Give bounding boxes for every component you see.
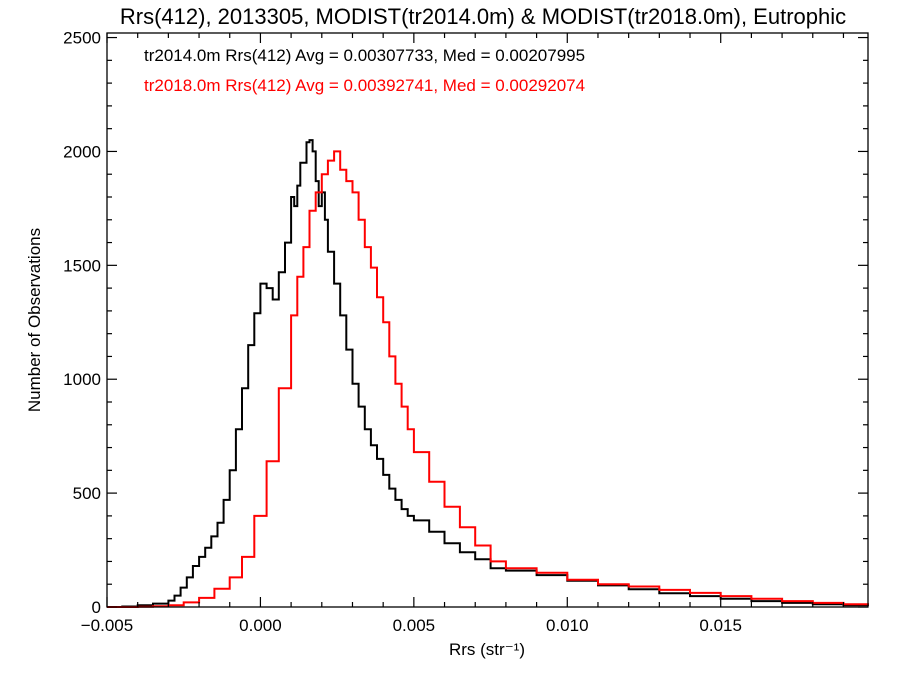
x-tick-label: 0.000 — [239, 616, 282, 635]
y-axis-label: Number of Observations — [25, 228, 44, 412]
series-line-tr2014 — [107, 139, 869, 608]
legend-entry-tr2014: tr2014.0m Rrs(412) Avg = 0.00307733, Med… — [144, 46, 585, 65]
x-axis-label: Rrs (str⁻¹) — [449, 640, 525, 659]
series-line-tr2018 — [107, 150, 869, 608]
x-tick-label: 0.015 — [699, 616, 742, 635]
x-tick-label: 0.010 — [546, 616, 589, 635]
x-tick-label: 0.005 — [393, 616, 436, 635]
x-axis: −0.005 0.000 0.005 0.010 0.015 — [81, 33, 845, 635]
plot-frame — [106, 32, 869, 608]
y-tick-label: 2000 — [63, 142, 101, 161]
legend: tr2014.0m Rrs(412) Avg = 0.00307733, Med… — [144, 46, 585, 95]
y-tick-label: 0 — [92, 598, 101, 617]
y-tick-label: 1500 — [63, 256, 101, 275]
y-tick-label: 1000 — [63, 370, 101, 389]
chart-title: Rrs(412), 2013305, MODIST(tr2014.0m) & M… — [120, 4, 846, 29]
x-tick-label: −0.005 — [81, 616, 133, 635]
plot-area — [107, 139, 869, 608]
y-tick-label: 2500 — [63, 29, 101, 48]
y-axis: 0 500 1000 1500 2000 2500 — [63, 29, 868, 617]
y-tick-label: 500 — [73, 484, 101, 503]
legend-entry-tr2018: tr2018.0m Rrs(412) Avg = 0.00392741, Med… — [144, 76, 585, 95]
